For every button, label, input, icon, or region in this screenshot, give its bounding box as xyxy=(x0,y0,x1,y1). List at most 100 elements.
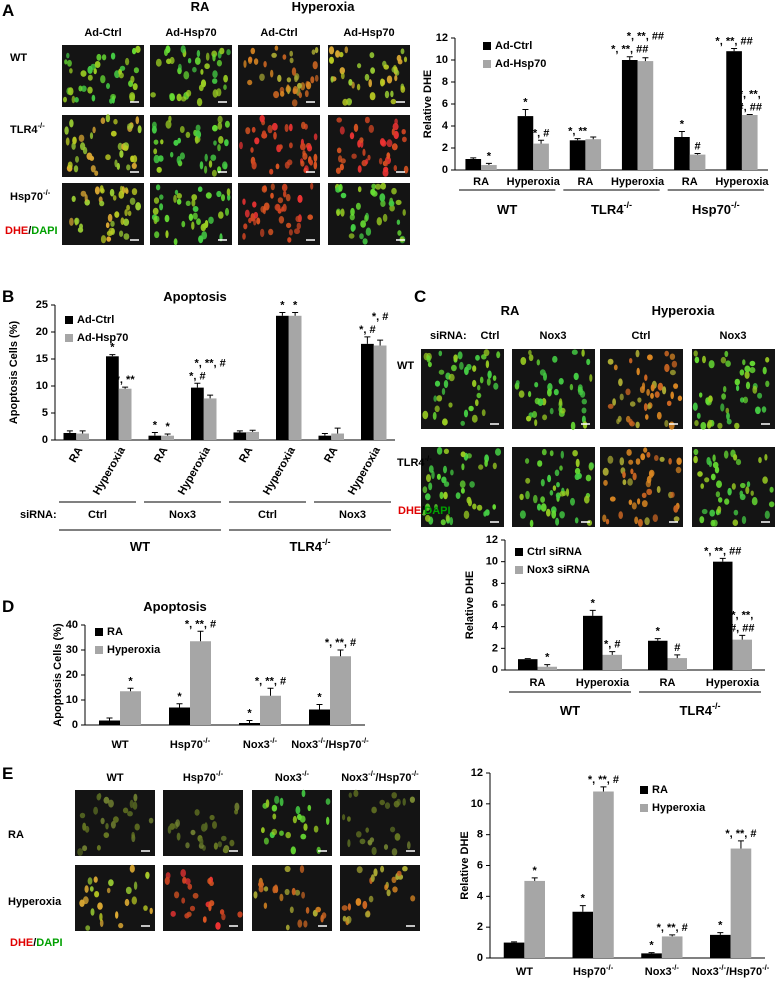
cell-nucleus xyxy=(132,801,138,810)
text-part: RA xyxy=(473,176,489,188)
cell-nucleus xyxy=(213,140,217,146)
cell-nucleus xyxy=(520,357,527,365)
cell-nucleus xyxy=(586,358,591,366)
error-bar xyxy=(609,651,616,655)
cell-nucleus xyxy=(634,516,639,525)
cell-nucleus xyxy=(94,186,100,195)
cell-nucleus xyxy=(673,505,679,513)
text-part: 2 xyxy=(442,142,448,154)
text-part: * xyxy=(110,342,115,354)
cell-nucleus xyxy=(113,118,118,125)
cell-nucleus xyxy=(129,92,136,101)
error-bar xyxy=(316,704,323,710)
cell-nucleus xyxy=(627,478,633,486)
cell-nucleus xyxy=(261,132,268,139)
significance-label: * xyxy=(545,651,550,663)
significance-label: *, # xyxy=(372,311,389,323)
cell-nucleus xyxy=(72,136,77,145)
cell-nucleus xyxy=(613,364,618,371)
cell-nucleus xyxy=(176,156,182,165)
cell-nucleus xyxy=(297,82,302,89)
cell-nucleus xyxy=(75,156,79,163)
y-tick-label: 15 xyxy=(36,353,48,365)
text-part: RA xyxy=(530,677,546,689)
text-part: *, ** xyxy=(568,126,588,138)
significance-label: #, ## xyxy=(730,622,754,634)
cell-nucleus xyxy=(495,448,501,456)
cell-nucleus xyxy=(198,235,204,244)
text-part: *, **, # xyxy=(255,675,286,687)
cell-nucleus xyxy=(371,183,377,190)
text-part: *, **, ## xyxy=(611,44,648,56)
cell-nucleus xyxy=(380,182,387,190)
significance-label: * xyxy=(165,421,170,433)
cell-nucleus xyxy=(752,385,758,394)
text-part: Relative DHE xyxy=(459,831,471,899)
cell-nucleus xyxy=(204,822,208,831)
cell-nucleus xyxy=(292,86,298,94)
cell-nucleus xyxy=(644,517,650,526)
text-part: * xyxy=(317,691,322,703)
cell-nucleus xyxy=(565,488,570,497)
cell-nucleus xyxy=(307,214,314,220)
cell-nucleus xyxy=(391,876,397,883)
cell-nucleus xyxy=(108,879,114,887)
cell-nucleus xyxy=(215,922,221,930)
text-part: *, **, ## xyxy=(627,31,664,43)
cell-nucleus xyxy=(434,405,440,413)
text-part: *, **, # xyxy=(588,774,619,786)
column-header: Ad-Hsp70 xyxy=(165,27,216,39)
cell-nucleus xyxy=(400,85,406,93)
text-part: *, **, xyxy=(739,88,761,100)
text-part: #, ## xyxy=(738,101,762,113)
cell-nucleus xyxy=(574,473,580,480)
cell-nucleus xyxy=(270,192,274,199)
cell-nucleus xyxy=(650,384,655,392)
cell-nucleus xyxy=(367,154,371,161)
cell-nucleus xyxy=(207,878,212,885)
cell-nucleus xyxy=(339,51,344,58)
column-header: Nox3 xyxy=(540,330,567,342)
cell-nucleus xyxy=(392,886,398,893)
bar xyxy=(203,398,217,440)
cell-nucleus xyxy=(656,486,661,493)
cell-nucleus xyxy=(478,464,484,470)
cell-nucleus xyxy=(251,161,257,170)
cell-nucleus xyxy=(213,842,218,850)
cell-nucleus xyxy=(120,217,125,225)
cell-nucleus xyxy=(190,829,196,836)
cell-nucleus xyxy=(376,217,382,226)
superscript: -/- xyxy=(425,454,433,463)
cell-nucleus xyxy=(135,45,141,54)
legend-label: RA xyxy=(107,626,123,638)
cell-nucleus xyxy=(194,136,199,144)
cell-nucleus xyxy=(350,224,356,231)
cell-nucleus xyxy=(450,469,454,476)
cell-nucleus xyxy=(485,360,490,369)
cell-nucleus xyxy=(616,418,620,425)
legend-swatch xyxy=(483,42,491,50)
cell-nucleus xyxy=(724,350,729,358)
cell-nucleus xyxy=(165,45,171,54)
cell-nucleus xyxy=(383,166,389,173)
cell-nucleus xyxy=(131,155,135,163)
cell-nucleus xyxy=(625,388,631,396)
error-bar xyxy=(731,47,738,52)
y-tick-label: 8 xyxy=(492,577,498,589)
text-part: *, **, # xyxy=(195,357,226,369)
cell-nucleus xyxy=(529,519,534,528)
bar xyxy=(63,432,77,440)
cell-nucleus xyxy=(313,825,319,833)
text-part: Nox3 siRNA xyxy=(527,564,590,576)
cell-nucleus xyxy=(179,126,185,133)
cell-nucleus xyxy=(339,163,344,171)
cell-nucleus xyxy=(87,877,93,885)
text-part: Hyperoxia xyxy=(346,444,383,497)
cell-nucleus xyxy=(346,915,352,924)
cell-nucleus xyxy=(105,154,111,161)
bar xyxy=(569,140,586,170)
cell-nucleus xyxy=(373,868,378,877)
cell-nucleus xyxy=(288,123,293,132)
cell-nucleus xyxy=(449,517,454,526)
y-tick-label: 0 xyxy=(492,664,498,676)
